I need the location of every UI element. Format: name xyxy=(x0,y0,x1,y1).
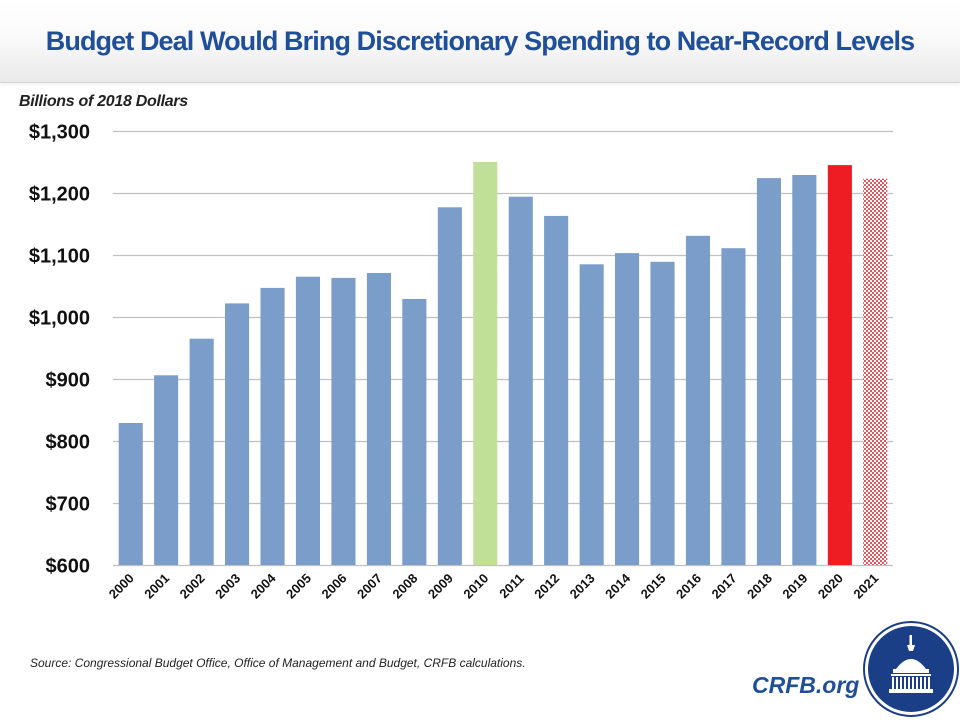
bar-2014 xyxy=(615,253,640,565)
x-tick-label: 2006 xyxy=(319,571,350,602)
x-tick-label: 2020 xyxy=(815,571,846,602)
y-axis-units-label: Billions of 2018 Dollars xyxy=(19,93,188,110)
x-tick-label: 2017 xyxy=(709,571,740,602)
x-tick-label: 2007 xyxy=(354,571,385,602)
capitol-dome-logo-icon xyxy=(863,621,959,717)
bar-2003 xyxy=(225,303,250,565)
bar-2008 xyxy=(402,299,427,565)
x-tick-label: 2014 xyxy=(602,570,634,602)
x-tick-label: 2005 xyxy=(283,571,314,602)
y-axis-ticks: $600 $700 $800 $900 $1,000 $1,100 $1,200 $1,300 xyxy=(29,122,90,578)
source-note: Source: Congressional Budget Office, Off… xyxy=(30,656,526,670)
bar-2010 xyxy=(473,162,498,565)
y-tick-label: $1,200 xyxy=(29,184,90,206)
bar-2017 xyxy=(721,248,746,565)
x-tick-label: 2001 xyxy=(141,571,172,602)
bar-2002 xyxy=(189,338,214,565)
bar-2007 xyxy=(366,273,391,565)
bar-2019 xyxy=(792,175,817,565)
x-tick-label: 2015 xyxy=(638,571,669,602)
x-axis-ticks: 2000 2001 2002 2003 2004 2005 2006 2007 2008 2009… xyxy=(106,570,882,602)
y-tick-label: $1,000 xyxy=(29,308,90,330)
y-tick-label: $600 xyxy=(46,556,91,578)
y-tick-label: $700 xyxy=(46,494,91,516)
x-tick-label: 2003 xyxy=(212,571,243,602)
bar-2000 xyxy=(118,423,143,565)
header-band: Budget Deal Would Bring Discretionary Sp… xyxy=(0,0,960,83)
bar-2004 xyxy=(260,287,285,565)
bar-2020 xyxy=(827,165,852,565)
bar-2012 xyxy=(544,215,569,565)
x-tick-label: 2002 xyxy=(177,571,208,602)
y-tick-label: $1,100 xyxy=(29,246,90,268)
x-tick-label: 2016 xyxy=(673,571,704,602)
x-tick-label: 2010 xyxy=(460,571,491,602)
bars xyxy=(118,162,888,566)
bar-2011 xyxy=(508,196,533,565)
y-tick-label: $1,300 xyxy=(29,122,90,144)
x-tick-label: 2021 xyxy=(850,571,881,602)
bar-2018 xyxy=(756,178,781,565)
x-tick-label: 2009 xyxy=(425,571,456,602)
x-tick-label: 2013 xyxy=(567,571,598,602)
bar-2021 xyxy=(863,178,888,565)
bar-2009 xyxy=(437,207,462,566)
bar-2006 xyxy=(331,277,356,565)
page-title: Budget Deal Would Bring Discretionary Sp… xyxy=(45,26,915,56)
bar-2013 xyxy=(579,264,604,565)
y-tick-label: $800 xyxy=(46,432,91,454)
x-tick-label: 2011 xyxy=(496,571,527,602)
bar-2015 xyxy=(650,261,675,565)
x-tick-label: 2019 xyxy=(779,571,810,602)
x-tick-label: 2004 xyxy=(248,570,280,602)
bar-2016 xyxy=(685,235,710,566)
y-tick-label: $900 xyxy=(46,370,91,392)
x-tick-label: 2012 xyxy=(531,571,562,602)
bar-2005 xyxy=(295,276,320,565)
x-tick-label: 2000 xyxy=(106,571,137,602)
x-tick-label: 2008 xyxy=(389,571,420,602)
bar-2001 xyxy=(154,375,179,565)
x-tick-label: 2018 xyxy=(744,571,775,602)
brand-link[interactable]: CRFB.org xyxy=(752,672,860,698)
